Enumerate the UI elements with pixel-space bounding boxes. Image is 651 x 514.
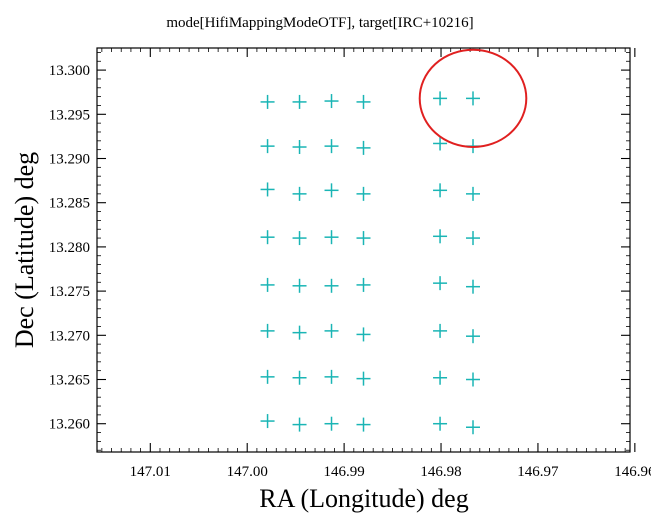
x-tick-label: 146.96 bbox=[614, 464, 651, 480]
data-point bbox=[292, 325, 307, 340]
data-point bbox=[292, 186, 307, 201]
data-point bbox=[466, 420, 481, 435]
y-tick-label: 13.295 bbox=[49, 107, 90, 123]
data-point bbox=[356, 327, 371, 342]
x-axis-label: RA (Longitude) deg bbox=[259, 484, 468, 513]
data-point bbox=[466, 372, 481, 387]
x-tick-label: 147.00 bbox=[227, 464, 268, 480]
data-point bbox=[292, 417, 307, 432]
data-point bbox=[356, 94, 371, 109]
data-point bbox=[324, 183, 339, 198]
data-points bbox=[260, 91, 481, 435]
data-point bbox=[433, 276, 448, 291]
x-tick-label: 147.01 bbox=[130, 464, 171, 480]
data-point bbox=[433, 136, 448, 151]
data-point bbox=[260, 414, 275, 429]
data-point bbox=[292, 140, 307, 155]
data-point bbox=[433, 370, 448, 385]
y-tick-label: 13.275 bbox=[49, 284, 90, 300]
data-point bbox=[260, 182, 275, 197]
data-point bbox=[260, 94, 275, 109]
data-point bbox=[433, 229, 448, 244]
data-point bbox=[466, 329, 481, 344]
y-tick-label: 13.290 bbox=[49, 152, 90, 168]
highlight-circle bbox=[418, 48, 528, 149]
tick-labels: 147.01 147.00 146.99 146.98 146.97 146.96 13.2… bbox=[49, 63, 651, 480]
data-point bbox=[466, 186, 481, 201]
y-tick-label: 13.260 bbox=[49, 417, 90, 433]
data-point bbox=[466, 279, 481, 294]
data-point bbox=[292, 278, 307, 293]
data-point bbox=[324, 278, 339, 293]
data-point bbox=[356, 417, 371, 432]
y-axis-label: Dec (Latitude) deg bbox=[10, 152, 39, 348]
data-point bbox=[466, 231, 481, 246]
data-point bbox=[433, 323, 448, 338]
data-point bbox=[260, 369, 275, 384]
y-tick-label: 13.280 bbox=[49, 240, 90, 256]
data-point bbox=[324, 94, 339, 109]
data-point bbox=[356, 371, 371, 386]
data-point bbox=[324, 139, 339, 154]
data-point bbox=[324, 230, 339, 245]
data-point bbox=[292, 94, 307, 109]
data-point bbox=[292, 370, 307, 385]
y-tick-label: 13.285 bbox=[49, 196, 90, 212]
x-tick-label: 146.99 bbox=[323, 464, 364, 480]
annotations bbox=[418, 48, 528, 149]
data-point bbox=[356, 140, 371, 155]
data-point bbox=[466, 91, 481, 106]
y-tick-label: 13.270 bbox=[49, 328, 90, 344]
data-point bbox=[324, 416, 339, 431]
data-point bbox=[433, 91, 448, 106]
data-point bbox=[356, 186, 371, 201]
data-point bbox=[260, 277, 275, 292]
data-point bbox=[433, 416, 448, 431]
x-tick-label: 146.97 bbox=[517, 464, 559, 480]
data-point bbox=[324, 369, 339, 384]
y-tick-label: 13.265 bbox=[49, 373, 90, 389]
chart-title: mode[HifiMappingModeOTF], target[IRC+102… bbox=[166, 15, 473, 31]
data-point bbox=[292, 231, 307, 246]
data-point bbox=[433, 183, 448, 198]
x-tick-label: 146.98 bbox=[420, 464, 461, 480]
data-point bbox=[356, 277, 371, 292]
data-point bbox=[356, 231, 371, 246]
data-point bbox=[260, 230, 275, 245]
data-point bbox=[260, 323, 275, 338]
data-point bbox=[260, 139, 275, 154]
y-tick-label: 13.300 bbox=[49, 63, 90, 79]
data-point bbox=[324, 323, 339, 338]
axis-ticks bbox=[97, 48, 636, 452]
